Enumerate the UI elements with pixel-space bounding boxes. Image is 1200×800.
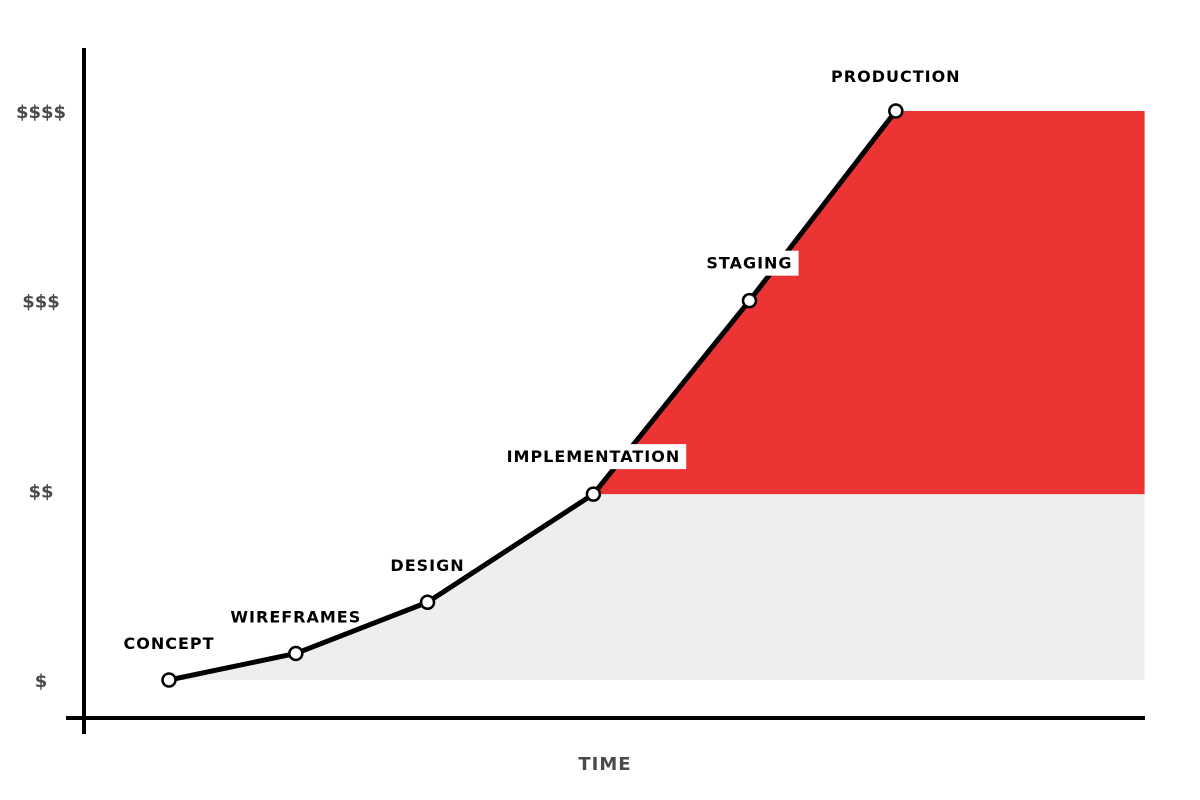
point-label-group: CONCEPT bbox=[123, 634, 214, 653]
point-label-group: PRODUCTION bbox=[831, 67, 961, 86]
data-point-marker bbox=[288, 645, 304, 662]
point-label-group: WIREFRAMES bbox=[230, 607, 361, 626]
point-label-staging: STAGING bbox=[706, 254, 792, 273]
point-label-wireframes: WIREFRAMES bbox=[230, 607, 361, 626]
data-point-marker bbox=[741, 292, 758, 309]
data-point-marker bbox=[888, 103, 904, 119]
y-tick-label: $$$ bbox=[22, 292, 60, 313]
point-label-group: STAGING bbox=[700, 250, 799, 276]
point-label-production: PRODUCTION bbox=[831, 67, 961, 86]
data-point-marker bbox=[161, 672, 177, 688]
lower-cost-area bbox=[169, 494, 1145, 680]
y-tick-label: $$$$ bbox=[16, 102, 66, 123]
point-label-implementation: IMPLEMENTATION bbox=[507, 447, 681, 466]
point-label-group: IMPLEMENTATION bbox=[500, 444, 687, 470]
x-axis-label: TIME bbox=[578, 754, 631, 775]
point-label-design: DESIGN bbox=[390, 556, 464, 575]
data-point-marker bbox=[585, 486, 602, 502]
y-tick-label: $ bbox=[35, 671, 48, 692]
data-point-marker bbox=[419, 594, 436, 610]
excess-cost-area bbox=[593, 111, 1145, 495]
label-background bbox=[500, 444, 687, 470]
y-tick-label: $$ bbox=[28, 481, 53, 502]
label-background bbox=[700, 250, 799, 276]
point-label-group: DESIGN bbox=[390, 556, 464, 575]
point-label-concept: CONCEPT bbox=[123, 634, 214, 653]
